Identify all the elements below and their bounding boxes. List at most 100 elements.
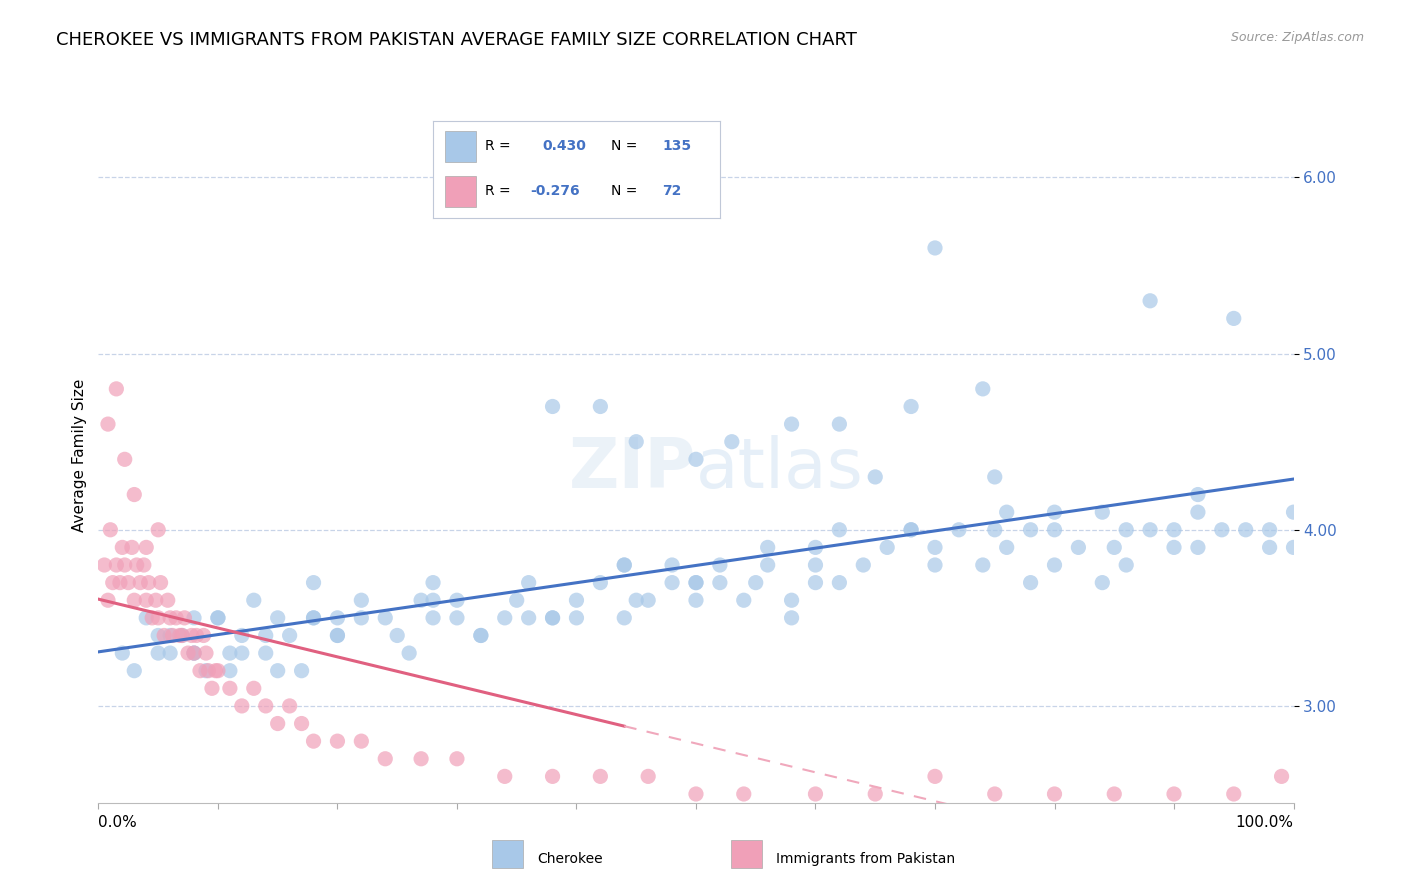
Point <box>589 769 612 783</box>
Point <box>278 628 301 642</box>
Point <box>804 558 827 572</box>
Point <box>172 628 194 642</box>
Point <box>624 434 647 449</box>
Point <box>114 452 136 467</box>
Point <box>541 769 564 783</box>
Text: 0.0%: 0.0% <box>98 815 138 830</box>
Point <box>231 646 253 660</box>
Point <box>165 611 187 625</box>
Point <box>1043 558 1066 572</box>
Point <box>446 611 468 625</box>
Point <box>219 646 242 660</box>
Point <box>709 575 731 590</box>
Point <box>186 628 208 642</box>
Point <box>135 611 157 625</box>
Point <box>494 769 516 783</box>
Point <box>326 628 349 642</box>
Point <box>900 400 922 414</box>
Point <box>132 558 155 572</box>
Point <box>494 611 516 625</box>
Point <box>637 769 659 783</box>
Point <box>422 593 444 607</box>
Point <box>267 716 290 731</box>
Point <box>948 523 970 537</box>
Point <box>243 593 266 607</box>
Point <box>97 417 120 431</box>
Point <box>148 646 170 660</box>
Point <box>1102 787 1125 801</box>
Point <box>172 628 194 642</box>
Point <box>804 575 827 590</box>
Point <box>121 541 143 555</box>
Point <box>1282 541 1305 555</box>
Point <box>243 681 266 696</box>
Point <box>219 681 242 696</box>
Text: 100.0%: 100.0% <box>1236 815 1294 830</box>
Point <box>924 241 946 255</box>
Point <box>105 382 128 396</box>
Point <box>756 541 779 555</box>
Point <box>1222 787 1246 801</box>
Point <box>1091 575 1114 590</box>
Point <box>231 698 253 713</box>
Point <box>983 787 1005 801</box>
Point <box>141 611 163 625</box>
Point <box>114 558 136 572</box>
Point <box>97 593 120 607</box>
Text: Cherokee: Cherokee <box>537 852 603 866</box>
Point <box>828 523 851 537</box>
Point <box>180 628 202 642</box>
Point <box>302 611 325 625</box>
Point <box>995 505 1018 519</box>
Point <box>148 628 170 642</box>
Point <box>1187 487 1209 501</box>
Point <box>267 664 290 678</box>
Point <box>156 593 179 607</box>
Point <box>326 734 349 748</box>
Point <box>117 575 139 590</box>
Point <box>124 664 146 678</box>
Point <box>183 646 205 660</box>
Point <box>863 470 886 484</box>
Point <box>1043 523 1066 537</box>
Point <box>101 575 124 590</box>
Text: atlas: atlas <box>696 435 863 502</box>
Point <box>183 646 205 660</box>
Point <box>972 382 994 396</box>
Point <box>326 611 349 625</box>
Point <box>983 470 1005 484</box>
Point <box>541 611 564 625</box>
Point <box>804 541 827 555</box>
Point <box>169 628 191 642</box>
Point <box>446 593 468 607</box>
Text: Immigrants from Pakistan: Immigrants from Pakistan <box>776 852 955 866</box>
Point <box>541 400 564 414</box>
Point <box>924 769 946 783</box>
Point <box>148 611 170 625</box>
Point <box>565 611 588 625</box>
Point <box>350 734 373 748</box>
Point <box>385 628 409 642</box>
Point <box>1258 541 1281 555</box>
Point <box>111 646 134 660</box>
Point <box>1043 505 1066 519</box>
Point <box>1271 769 1294 783</box>
Point <box>828 575 851 590</box>
Point <box>709 558 731 572</box>
Point <box>1043 787 1066 801</box>
Point <box>517 611 540 625</box>
Point <box>148 523 170 537</box>
Point <box>589 400 612 414</box>
Point <box>470 628 492 642</box>
Point <box>278 698 301 713</box>
Point <box>125 558 148 572</box>
Point <box>1163 541 1185 555</box>
Point <box>162 628 184 642</box>
Point <box>995 541 1018 555</box>
Point <box>111 541 134 555</box>
Point <box>733 787 755 801</box>
Point <box>685 452 707 467</box>
Point <box>685 787 707 801</box>
Point <box>98 523 122 537</box>
Point <box>1163 787 1185 801</box>
